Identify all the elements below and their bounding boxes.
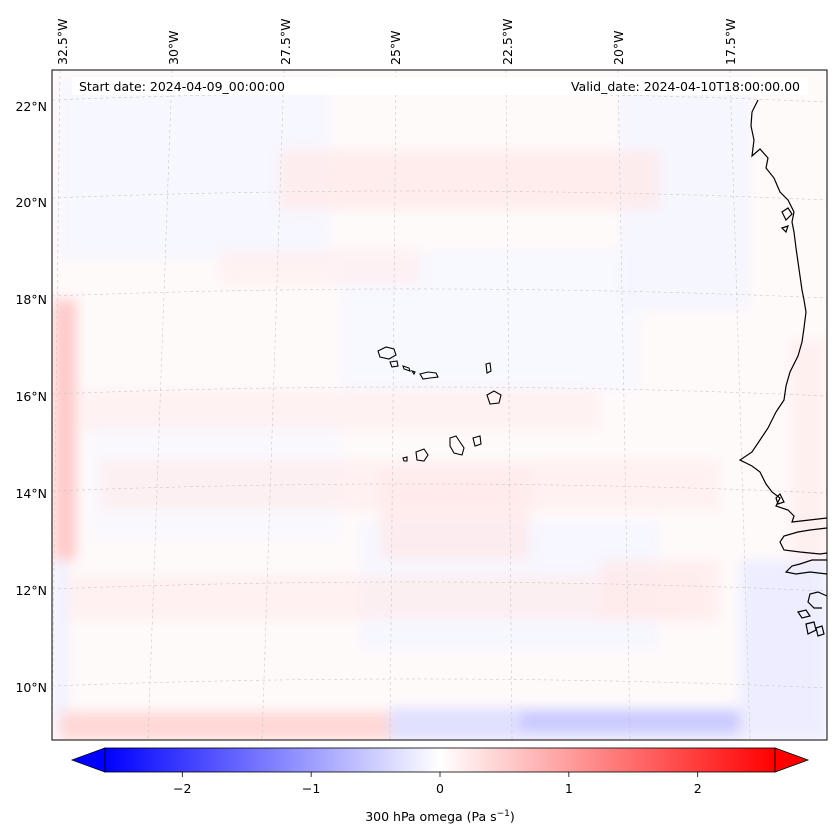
lon-label: 17.5°W: [723, 19, 738, 65]
lon-label: 27.5°W: [278, 19, 293, 65]
lon-label: 30°W: [166, 30, 181, 65]
map-panel: Start date: 2024-04-09_00:00:00 Valid_da…: [51, 69, 828, 741]
colorbar-extend-high: [774, 747, 810, 773]
lat-label: 22°N: [15, 99, 47, 114]
lon-label: 22.5°W: [500, 19, 515, 65]
colorbar-tick-label: −2: [173, 781, 191, 796]
lat-label: 20°N: [15, 195, 47, 210]
longitude-labels: 32.5°W 30°W 27.5°W 25°W 22.5°W 20°W 17.5…: [55, 19, 738, 65]
omega-field: [52, 70, 827, 740]
colorbar-label: 300 hPa omega (Pa s−1): [365, 809, 515, 824]
colorbar-extend-low: [70, 747, 106, 773]
lat-label: 18°N: [15, 292, 47, 307]
valid-date-label: Valid_date: 2024-04-10T18:00:00.00: [571, 79, 800, 94]
start-date-label: Start date: 2024-04-09_00:00:00: [79, 79, 285, 94]
colorbar-gradient: [104, 747, 776, 773]
african-coastline: [738, 99, 827, 637]
colorbar-tick-label: −1: [302, 781, 320, 796]
colorbar-tick-label: 2: [694, 781, 702, 796]
lon-label: 32.5°W: [55, 19, 70, 65]
colorbar-tick-label: 1: [565, 781, 573, 796]
lat-label: 10°N: [15, 680, 47, 695]
header-strip: [72, 77, 808, 95]
lat-label: 16°N: [15, 389, 47, 404]
latitude-labels: 22°N 20°N 18°N 16°N 14°N 12°N 10°N: [15, 99, 47, 695]
colorbar-tick-label: 0: [436, 781, 444, 796]
graticule: [52, 70, 827, 740]
cape-verde-islands: [377, 346, 502, 462]
lon-label: 25°W: [388, 30, 403, 65]
colorbar-ticks: −2 −1 0 1 2: [173, 772, 702, 796]
lat-label: 14°N: [15, 486, 47, 501]
lat-label: 12°N: [15, 583, 47, 598]
lon-label: 20°W: [611, 30, 626, 65]
colorbar: −2 −1 0 1 2 300 hPa omega (Pa s−1): [70, 747, 810, 824]
